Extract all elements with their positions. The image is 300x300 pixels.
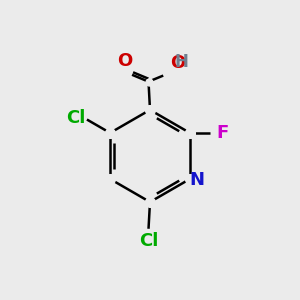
Text: N: N [189,171,204,189]
Text: F: F [217,124,229,142]
Text: Cl: Cl [66,109,86,127]
Text: O: O [170,54,185,72]
Text: Cl: Cl [139,232,158,250]
Text: O: O [117,52,132,70]
Text: H: H [174,53,188,71]
